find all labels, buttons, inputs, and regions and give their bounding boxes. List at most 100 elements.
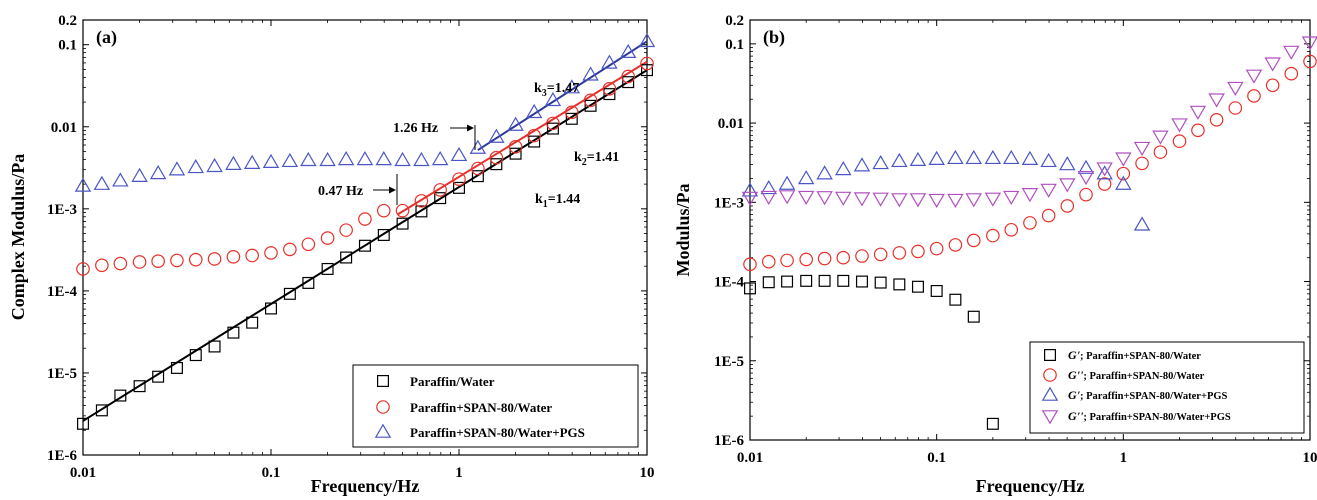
y-tick-label: 0.2: [725, 13, 744, 29]
plot-frame: [82, 19, 648, 456]
x-axis: 0.01 0.1 1 10: [737, 20, 1317, 466]
data-point: [1004, 222, 1019, 237]
annotation-k2-base: k: [574, 150, 582, 165]
data-point: [1115, 175, 1132, 190]
data-point: [131, 167, 148, 182]
data-point: [431, 151, 449, 166]
data-point: [1077, 170, 1095, 186]
legend-label-gpp-span80-water-pgs: G''; Paraffin+SPAN-80/Water+PGS: [1068, 409, 1231, 423]
y-tick-label: 0.1: [725, 37, 744, 53]
data-point: [1191, 123, 1205, 138]
data-point: [300, 151, 317, 167]
series-1: [743, 54, 1317, 272]
data-point: [208, 340, 221, 353]
data-point: [872, 154, 889, 170]
legend-label-paraffin-water: Paraffin/Water: [410, 374, 495, 389]
data-point: [450, 146, 468, 162]
data-point: [1265, 78, 1280, 93]
data-point: [283, 287, 296, 300]
data-point: [928, 193, 945, 209]
data-point: [835, 161, 852, 176]
legend-marker-symbol: [1041, 386, 1059, 401]
legend-marker-symbol: [376, 400, 390, 414]
data-point: [507, 116, 524, 131]
x-tick-label: 1: [455, 465, 463, 481]
annotation-126hz: 1.26 Hz: [393, 121, 438, 136]
legend-label-gpp-span80-water-text: ; Paraffin+SPAN-80/Water: [1083, 371, 1204, 382]
data-point: [433, 183, 447, 197]
data-point: [1228, 101, 1243, 115]
data-point: [837, 274, 850, 287]
series-3: [741, 36, 1317, 209]
data-point: [965, 149, 982, 165]
data-point: [93, 175, 111, 190]
data-point: [206, 157, 223, 173]
data-point: [986, 228, 1000, 243]
y-axis-title: Complex Modulus/Pa: [8, 154, 28, 321]
legend-label-gp-span80-water: G'; Paraffin+SPAN-80/Water: [1068, 348, 1201, 362]
data-point: [1021, 150, 1039, 166]
data-point: [1189, 105, 1207, 120]
data-point: [413, 151, 430, 167]
data-point: [337, 151, 355, 166]
y-tick-label: 1E-3: [47, 202, 77, 218]
data-point: [168, 161, 186, 176]
data-point: [453, 181, 466, 194]
annotation-k3: k3=1.47: [534, 81, 579, 99]
y-tick-label: 0.01: [51, 120, 77, 136]
data-point: [1116, 166, 1131, 181]
data-point: [967, 310, 980, 323]
data-point: [565, 112, 578, 125]
legend-label-gpp-span80-water-pgs-text: ; Paraffin+SPAN-80/Water+PGS: [1083, 412, 1231, 423]
data-point: [619, 43, 637, 59]
data-point: [76, 417, 89, 430]
y-tick-label: 0.01: [718, 116, 744, 132]
data-point: [583, 93, 598, 108]
x-tick-label: 0.01: [70, 465, 96, 481]
data-point: [1059, 178, 1076, 193]
legend-box: [352, 364, 639, 448]
data-point: [1284, 66, 1299, 81]
data-point: [339, 223, 353, 237]
data-point: [947, 193, 964, 209]
legend-label-gp-span80-water-pgs: G'; Paraffin+SPAN-80/Water+PGS: [1068, 388, 1228, 402]
data-point: [780, 253, 794, 268]
y-tick-label: 1E-3: [714, 195, 744, 211]
data-point: [602, 82, 617, 96]
data-point: [1040, 152, 1057, 168]
data-point: [245, 248, 259, 263]
x-axis-title: Frequency/Hz: [976, 476, 1085, 496]
data-point: [911, 244, 925, 259]
panel-label: (a): [96, 27, 117, 48]
data-point: [1153, 145, 1168, 159]
data-point: [855, 249, 869, 263]
series-0: [76, 64, 653, 430]
legend-marker-symbol: [374, 423, 392, 438]
legend-marker-span80-water-pgs: [374, 423, 392, 438]
data-point: [340, 251, 353, 264]
legend-label-gp-span80-water-symbol: G': [1068, 348, 1081, 362]
data-point: [170, 361, 183, 374]
data-point: [1040, 183, 1057, 198]
data-point: [243, 154, 261, 169]
data-point: [414, 194, 429, 208]
data-point: [395, 203, 410, 218]
legend-label-gpp-span80-water-pgs-symbol: G'': [1068, 409, 1084, 423]
series-2: [741, 149, 1151, 231]
arrow-047hz-head: [389, 186, 396, 194]
data-point: [1227, 81, 1244, 97]
data-point: [1209, 113, 1224, 127]
data-point: [227, 326, 240, 339]
data-point: [817, 251, 832, 266]
data-point: [281, 152, 299, 168]
panel-label: (b): [763, 27, 785, 48]
data-point: [471, 161, 485, 176]
data-point: [1135, 156, 1149, 171]
data-point: [151, 254, 165, 268]
data-point: [1264, 57, 1281, 72]
data-points: [741, 36, 1317, 430]
data-point: [778, 190, 796, 205]
data-point: [1283, 45, 1300, 60]
data-point: [1060, 199, 1075, 213]
